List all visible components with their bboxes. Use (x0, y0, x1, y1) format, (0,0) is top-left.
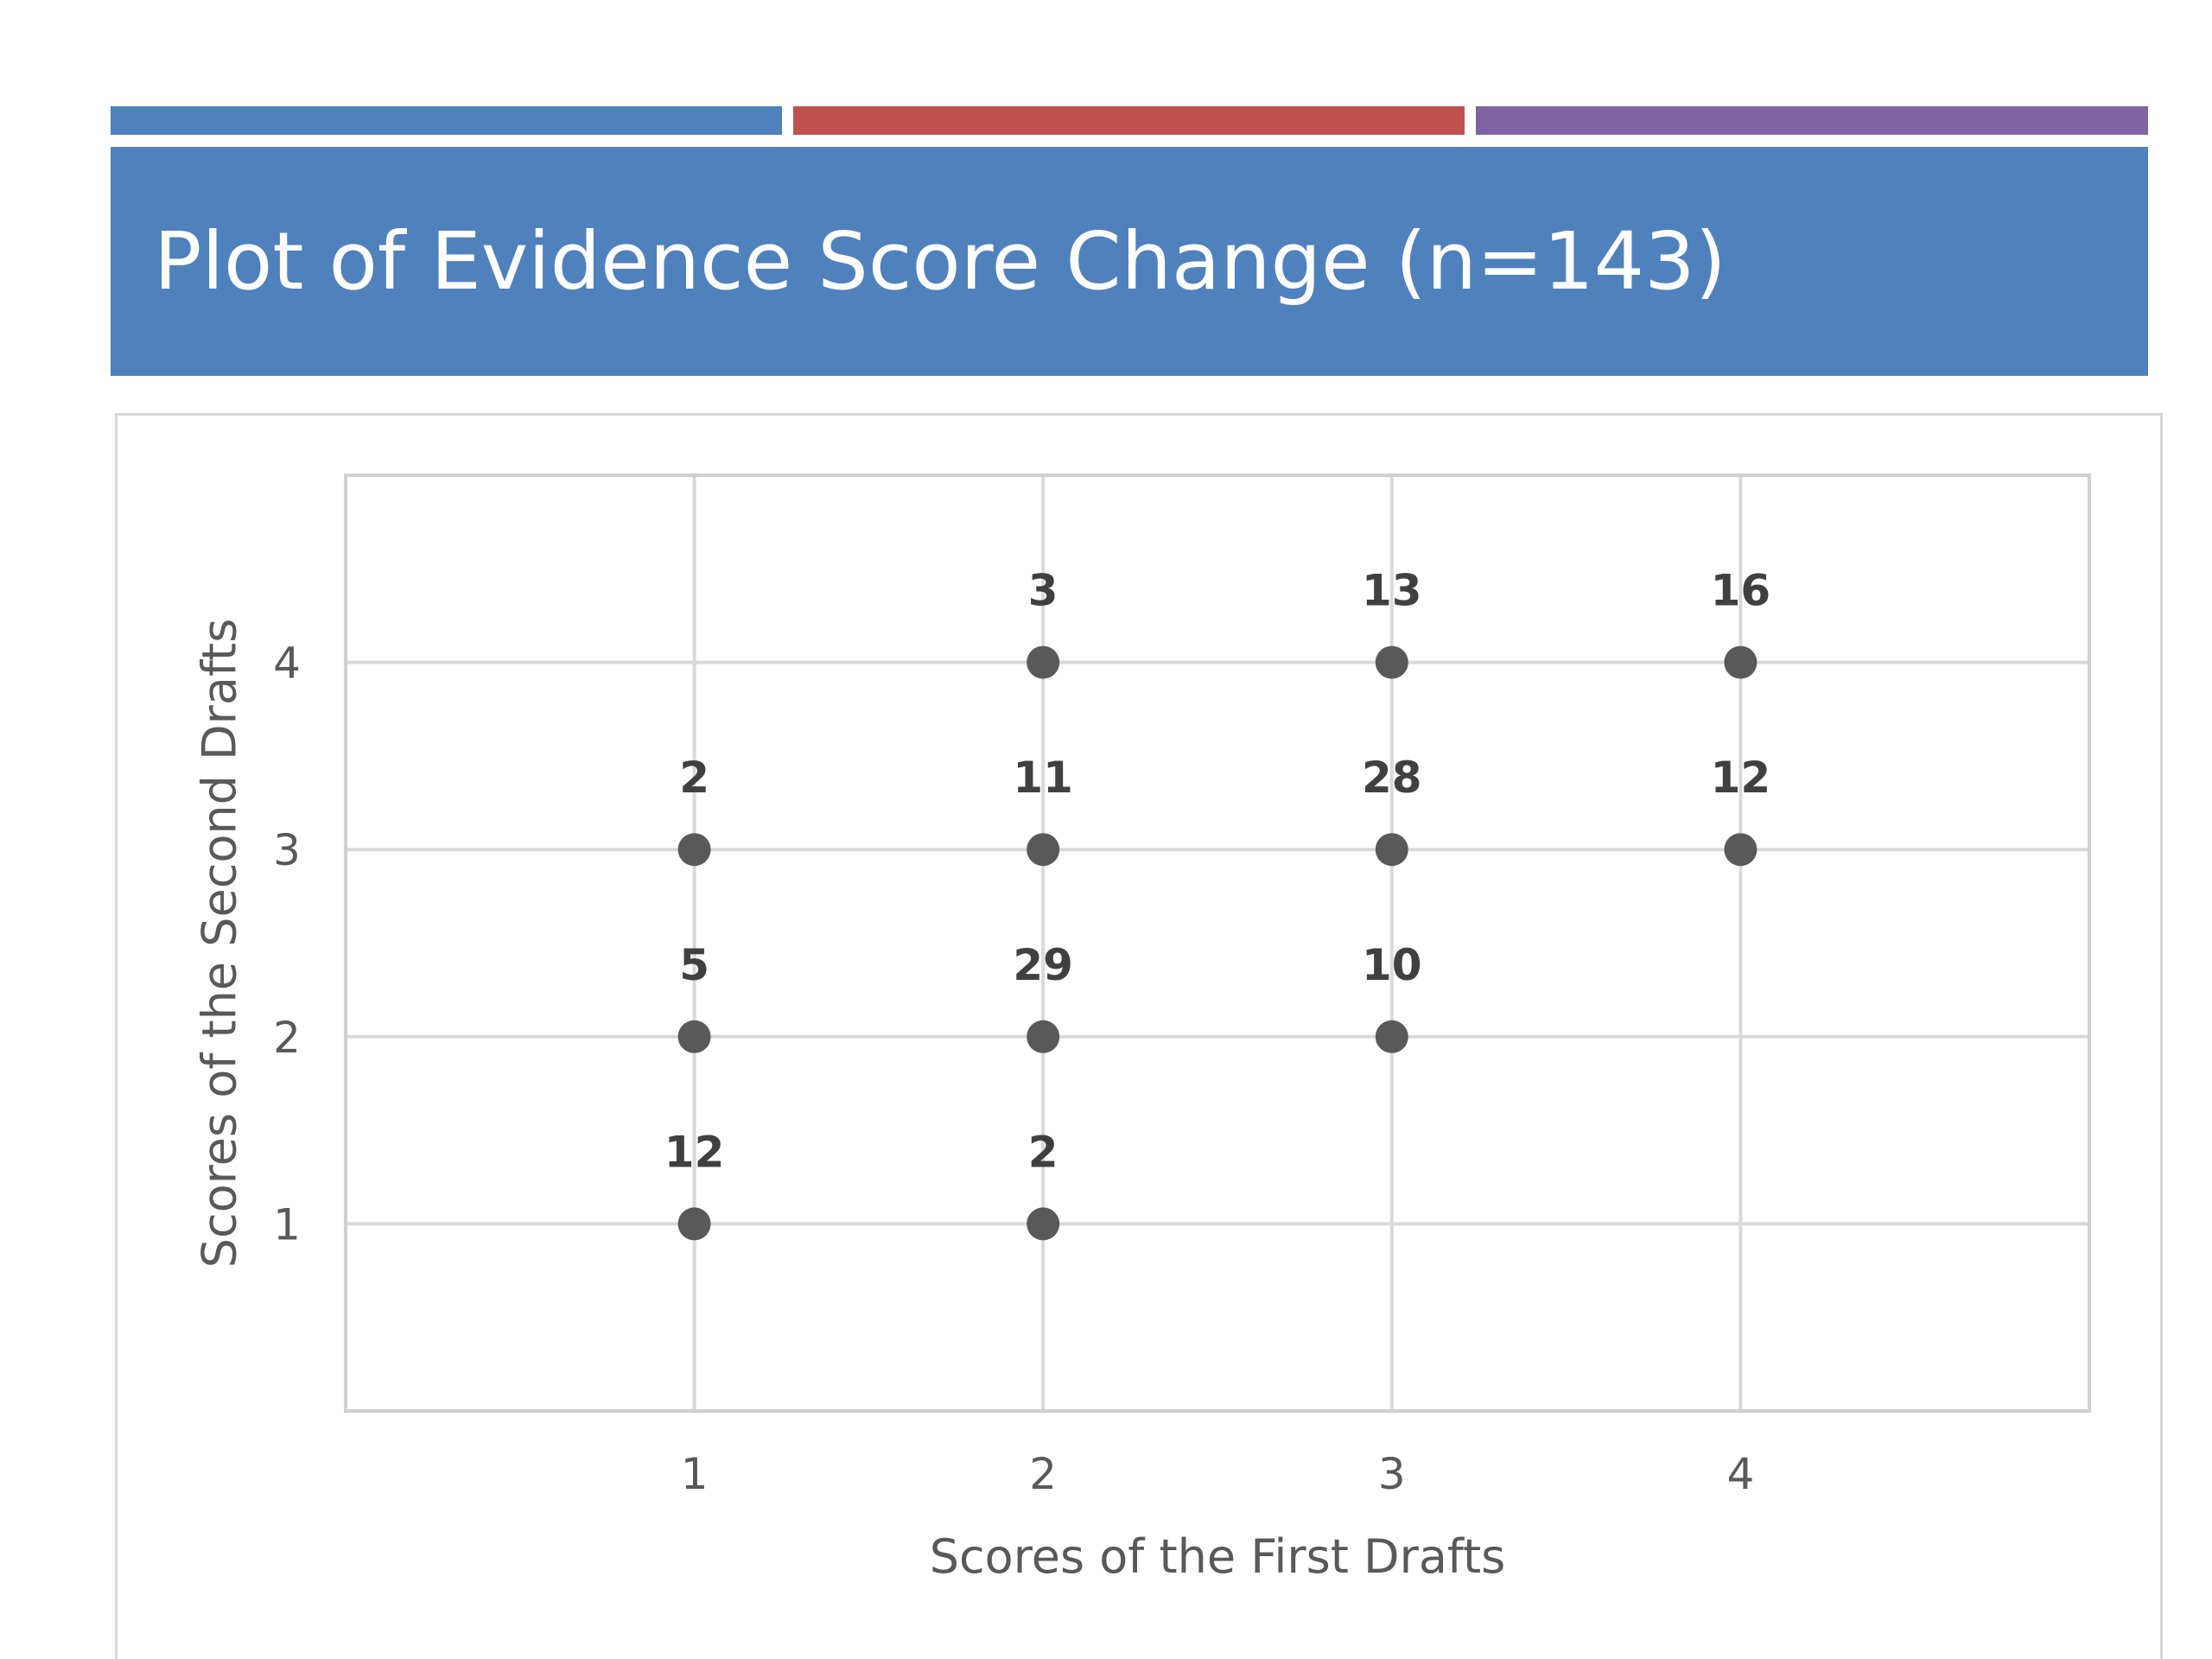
x-tick-label: 3 (1378, 1449, 1406, 1499)
data-label: 2 (1028, 1127, 1058, 1177)
y-tick-labels: 1 2 3 4 (273, 639, 301, 1250)
title-band: Plot of Evidence Score Change (n=143) (111, 147, 2148, 376)
x-tick-label: 4 (1726, 1449, 1754, 1499)
plot-area-border (344, 474, 2091, 1413)
data-point (1375, 645, 1408, 679)
y-tick-label: 4 (273, 639, 301, 689)
data-label: 28 (1362, 753, 1422, 803)
data-label: 10 (1362, 940, 1422, 990)
x-tick-labels: 1 2 3 4 (681, 1449, 1755, 1499)
accent-bar-purple (1476, 106, 2148, 135)
data-label: 11 (1013, 753, 1073, 803)
slide-title: Plot of Evidence Score Change (n=143) (154, 215, 1726, 308)
data-labels: 12 5 2 2 29 11 3 10 28 13 12 16 (664, 566, 1770, 1178)
data-point (1027, 1020, 1060, 1053)
data-label: 12 (664, 1127, 725, 1177)
data-point (1375, 1020, 1408, 1053)
x-axis-title: Scores of the First Drafts (930, 1529, 1506, 1584)
y-axis-title: Scores of the Second Drafts (193, 619, 247, 1268)
data-label: 3 (1028, 566, 1058, 616)
y-tick-label: 2 (273, 1013, 301, 1063)
data-point (1724, 833, 1758, 867)
data-label: 2 (679, 753, 709, 803)
accent-bar-blue (111, 106, 782, 135)
data-point (1027, 833, 1060, 867)
data-label: 29 (1013, 940, 1073, 990)
data-label: 16 (1711, 566, 1771, 616)
data-point (677, 833, 711, 867)
data-point (677, 1020, 711, 1053)
grid-lines (346, 475, 2089, 1411)
data-label: 5 (679, 940, 709, 990)
x-tick-label: 2 (1029, 1449, 1057, 1499)
x-tick-label: 1 (681, 1449, 709, 1499)
data-point (1027, 645, 1060, 679)
data-point (677, 1207, 711, 1241)
data-point (1724, 645, 1758, 679)
data-point (1375, 833, 1408, 867)
data-label: 13 (1362, 566, 1422, 616)
data-label: 12 (1711, 753, 1771, 803)
accent-bar-red (793, 106, 1465, 135)
y-tick-label: 1 (273, 1199, 301, 1249)
y-tick-label: 3 (273, 825, 301, 875)
data-points (677, 645, 1758, 1241)
data-point (1027, 1207, 1060, 1241)
